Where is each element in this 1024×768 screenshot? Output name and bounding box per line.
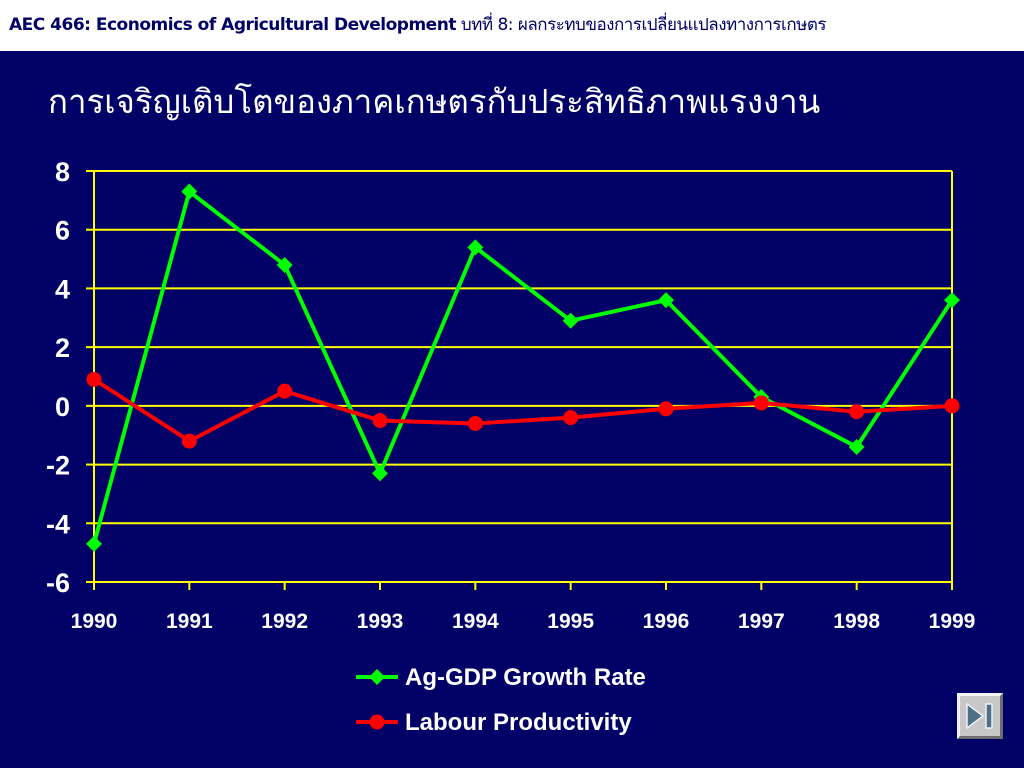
skip-to-end-icon — [966, 702, 993, 730]
x-tick-label: 1992 — [261, 610, 308, 633]
y-tick-label: 2 — [55, 333, 70, 363]
x-tick-label: 1991 — [166, 610, 213, 633]
data-point — [372, 413, 388, 429]
data-point — [86, 371, 102, 387]
data-point — [467, 415, 483, 431]
x-tick-label: 1994 — [452, 610, 499, 633]
data-point — [467, 239, 484, 256]
legend-label: Ag-GDP Growth Rate — [405, 664, 646, 691]
course-label: AEC 466: Economics of Agricultural Devel… — [9, 15, 456, 35]
data-point — [372, 465, 388, 482]
y-tick-labels: 8 6 4 2 0 -2 -4 -6 — [46, 157, 70, 598]
x-tick-label: 1998 — [833, 610, 880, 633]
x-tick-label: 1999 — [929, 610, 976, 633]
data-point — [563, 410, 579, 426]
x-tick-label: 1996 — [643, 610, 690, 633]
data-point — [848, 438, 865, 455]
chapter-label: บทที่ 8: ผลกระทบของการเปลี่ยนแปลงทางการเ… — [455, 15, 827, 35]
series-ag-gdp-growth-rate — [86, 183, 960, 552]
data-point — [944, 292, 960, 309]
x-tick-label: 1990 — [71, 610, 118, 633]
data-point — [849, 404, 865, 420]
data-point — [86, 535, 102, 552]
legend-item: Ag-GDP Growth Rate — [356, 664, 646, 691]
data-point — [753, 395, 769, 411]
axes — [86, 170, 953, 590]
x-tick-label: 1995 — [547, 610, 594, 633]
header-bar: AEC 466: Economics of Agricultural Devel… — [0, 0, 1024, 51]
data-point — [181, 433, 197, 449]
y-tick-label: 8 — [55, 157, 70, 187]
legend-item: Labour Productivity — [356, 709, 632, 736]
x-tick-label: 1993 — [357, 610, 404, 633]
legend-marker — [369, 714, 385, 730]
data-point — [562, 312, 579, 329]
y-tick-label: -4 — [46, 509, 70, 539]
series — [86, 183, 960, 552]
data-point — [658, 401, 674, 417]
header-text: AEC 466: Economics of Agricultural Devel… — [9, 14, 827, 36]
data-point — [181, 183, 198, 200]
series-labour-productivity — [86, 371, 960, 449]
slide-title: การเจริญเติบโตของภาคเกษตรกับประสิทธิภาพแ… — [48, 82, 821, 121]
x-tick-labels: 1990 1991 1992 1993 1994 1995 1996 1997 1998 1999 — [71, 610, 976, 633]
grid-lines — [94, 170, 953, 583]
series-line — [92, 377, 953, 444]
data-point — [277, 383, 293, 399]
series-line — [92, 189, 954, 545]
data-point — [276, 256, 293, 273]
legend-label: Labour Productivity — [405, 709, 632, 736]
y-tick-label: -6 — [46, 568, 70, 598]
x-tick-label: 1997 — [738, 610, 785, 633]
data-point — [944, 398, 960, 414]
legend: Ag-GDP Growth Rate Labour Productivity — [356, 664, 646, 736]
data-point — [658, 292, 674, 309]
y-tick-label: 4 — [55, 274, 70, 304]
y-tick-label: 0 — [55, 392, 70, 422]
legend-marker — [369, 669, 385, 685]
y-tick-label: -2 — [46, 451, 70, 481]
next-slide-button[interactable] — [957, 693, 1003, 739]
y-tick-label: 6 — [55, 216, 70, 246]
